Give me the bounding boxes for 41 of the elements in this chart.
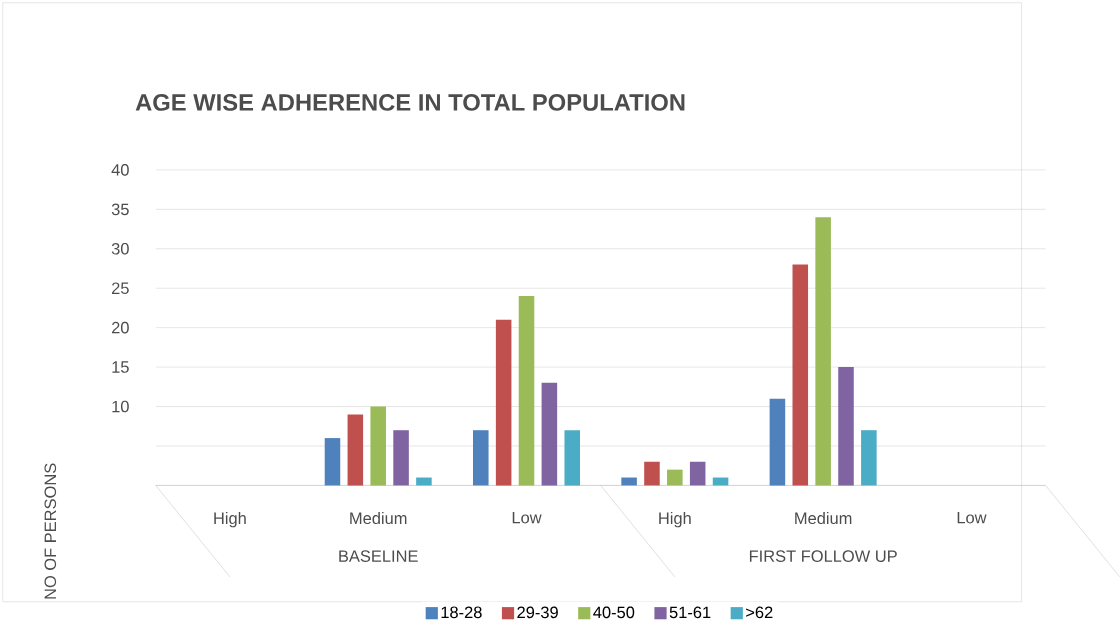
- bar: [324, 438, 341, 486]
- y-tick-label: 15: [112, 361, 129, 373]
- bar: [644, 461, 660, 486]
- x-tick-label: High: [659, 512, 691, 528]
- y-axis-title: NO OF PERSONS: [44, 463, 57, 599]
- text: FIRST FOLLOW UP: [749, 550, 897, 563]
- y-tick-label: 40: [111, 164, 129, 176]
- legend-label: >62: [746, 606, 773, 619]
- chart-title: AGE WISE ADHERENCE IN TOTAL POPULATION: [135, 94, 685, 111]
- legend-label: 51-61: [669, 606, 711, 619]
- bar: [347, 414, 364, 486]
- y-tick-label: 35: [111, 203, 129, 216]
- bar: [564, 430, 581, 486]
- bar: [792, 264, 809, 486]
- text: BASELINE: [339, 550, 418, 563]
- bar: [473, 430, 489, 486]
- x-tick-label: High: [214, 512, 246, 528]
- bar: [495, 319, 512, 486]
- bar: [541, 382, 558, 486]
- bar: [370, 406, 386, 486]
- bar: [689, 461, 706, 486]
- bar: [861, 430, 877, 486]
- y-tick-label: 30: [111, 243, 129, 255]
- bar: [621, 477, 637, 486]
- x-tick-label: Medium: [795, 512, 852, 525]
- bar: [838, 367, 854, 486]
- bar: [393, 430, 409, 486]
- legend-label: 40-50: [593, 606, 635, 619]
- legend-label: 29-39: [517, 606, 558, 619]
- legend-label: 18-28: [441, 606, 482, 619]
- x-tick-label: Low: [512, 512, 542, 524]
- bar: [769, 398, 786, 486]
- x-tick-label: Medium: [350, 512, 407, 525]
- bar: [667, 469, 683, 486]
- y-tick-label: 25: [111, 282, 129, 295]
- bar: [815, 217, 831, 486]
- y-tick-label: 20: [111, 321, 129, 334]
- bar: [416, 477, 432, 486]
- y-tick-label: 10: [112, 400, 129, 413]
- bar: [518, 296, 535, 486]
- x-tick-label: Low: [957, 512, 987, 524]
